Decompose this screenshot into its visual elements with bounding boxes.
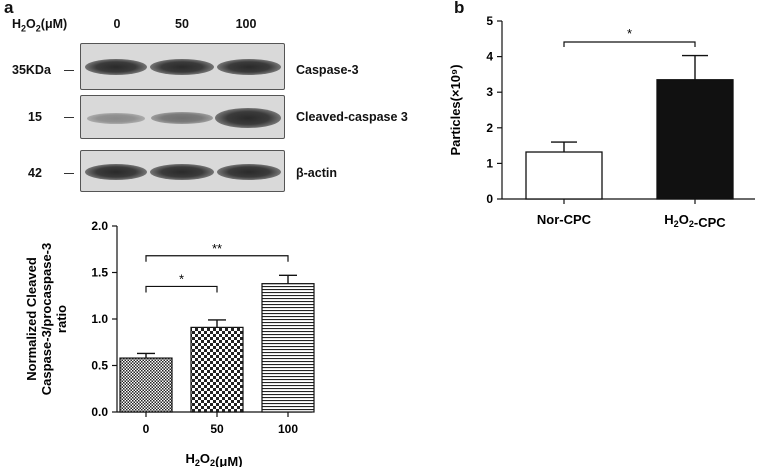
blot-mw-row1: 35KDa — [12, 63, 51, 77]
y-axis-label-text: Particles(×10⁹) — [448, 64, 463, 155]
blot-header-label: H2O2(μM) — [12, 17, 68, 34]
blot-strip-caspase3 — [80, 43, 285, 90]
y-tick-label: 0.5 — [91, 359, 108, 373]
y-tick-label: 1 — [486, 156, 493, 170]
band — [85, 164, 147, 180]
y-tick-label: 0.0 — [91, 405, 108, 419]
x-axis-label: H2O2(μM) — [185, 451, 242, 467]
y-tick-label: 2.0 — [91, 219, 108, 233]
significance-bracket — [563, 41, 696, 47]
blot-dose-100: 100 — [235, 17, 257, 31]
bar-H2O2-CPC — [656, 79, 734, 200]
blot-mw-row3: 42 — [28, 166, 42, 180]
significance-label: * — [627, 26, 632, 41]
blot-strip-beta-actin — [80, 150, 285, 192]
panel-b-letter: b — [454, 0, 465, 17]
significance-label: * — [179, 271, 184, 286]
band — [151, 112, 213, 124]
y-tick-label: 1.0 — [91, 312, 108, 326]
bar-0 — [119, 357, 173, 413]
x-tick-label: Nor-CPC — [537, 212, 592, 227]
chart-b-particles: 0 1 2 3 4 5 Nor-CPC H2O2-CPC * Particles(×10⁹) — [448, 14, 755, 230]
blot-strip-cleaved-caspase3 — [80, 95, 285, 139]
chart-a-quantification: 0.00.51.01.52.00 50 100***Normalized Cleav… — [24, 219, 315, 467]
blot-tick-row1 — [64, 70, 74, 71]
panel-a-letter: a — [4, 0, 14, 17]
bar-100 — [261, 283, 315, 413]
y-tick-label: 5 — [486, 14, 493, 28]
band — [87, 113, 145, 124]
significance-label: ** — [212, 241, 222, 256]
y-tick-label: 1.5 — [91, 266, 108, 280]
blot-protein-row3: β-actin — [296, 166, 337, 180]
y-tick-label: 0 — [486, 192, 493, 206]
blot-mw-row2: 15 — [28, 110, 42, 124]
bar-Nor-CPC — [525, 151, 603, 200]
blot-tick-row2 — [64, 117, 74, 118]
band — [217, 164, 281, 180]
x-tick-label: H2O2-CPC — [664, 212, 726, 230]
blot-dose-50: 50 — [175, 17, 189, 31]
y-axis-label: Particles(×10⁹) — [448, 64, 463, 155]
x-tick-label: 0 — [143, 422, 150, 436]
y-tick-label: 3 — [486, 85, 493, 99]
band — [150, 164, 214, 180]
band — [217, 59, 281, 75]
blot-dose-0: 0 — [113, 17, 121, 31]
y-tick-label: 2 — [486, 121, 493, 135]
y-axis-label: Normalized CleavedCaspase-3/procaspase-3… — [24, 243, 69, 395]
bar-50 — [190, 326, 244, 413]
x-tick-label: 100 — [278, 422, 298, 436]
significance-bracket — [145, 255, 289, 262]
band — [85, 59, 147, 75]
band — [150, 59, 214, 75]
y-tick-label: 4 — [486, 50, 493, 64]
significance-bracket — [145, 285, 218, 293]
band — [215, 108, 281, 128]
x-tick-label: 50 — [210, 422, 224, 436]
blot-protein-row2: Cleaved-caspase 3 — [296, 110, 408, 124]
blot-protein-row1: Caspase-3 — [296, 63, 359, 77]
y-axis-label-text: Normalized CleavedCaspase-3/procaspase-3… — [24, 243, 69, 395]
blot-tick-row3 — [64, 173, 74, 174]
